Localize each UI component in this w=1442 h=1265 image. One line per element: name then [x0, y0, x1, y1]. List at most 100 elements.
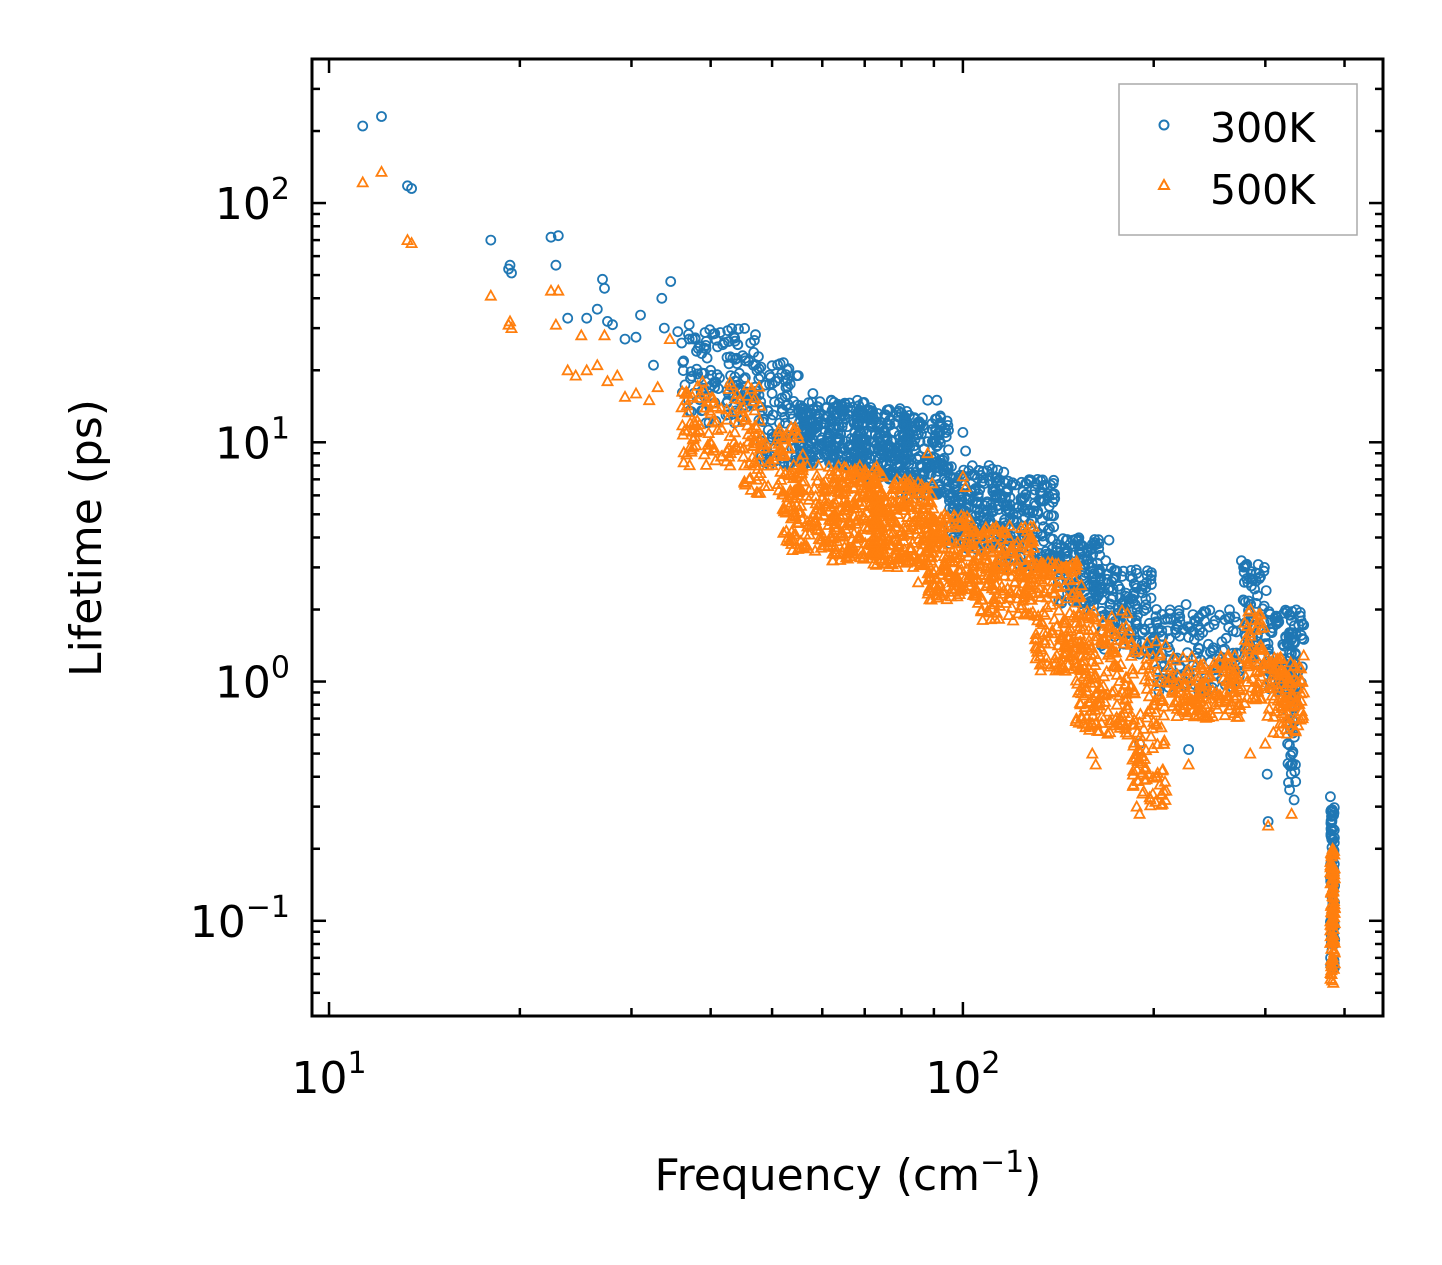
point-300K: [692, 368, 703, 380]
point-500K: [999, 526, 1014, 538]
point-500K: [955, 557, 969, 569]
point-500K: [1258, 736, 1272, 749]
point-500K: [1162, 675, 1176, 688]
point-500K: [811, 458, 825, 471]
point-500K: [1048, 585, 1062, 598]
point-500K: [1183, 671, 1198, 684]
point-500K: [916, 531, 930, 543]
point-500K: [904, 541, 918, 553]
point-500K: [1189, 691, 1203, 704]
point-500K: [744, 483, 758, 495]
point-500K: [753, 413, 767, 426]
point-300K: [917, 467, 929, 479]
point-500K: [885, 526, 899, 539]
point-500K: [1143, 669, 1157, 681]
point-300K: [1062, 551, 1073, 562]
point-300K: [990, 489, 1001, 501]
point-500K: [759, 436, 773, 449]
point-300K: [599, 282, 610, 294]
point-500K: [809, 489, 823, 502]
point-500K: [1131, 642, 1145, 655]
point-500K: [1075, 709, 1089, 722]
point-300K: [782, 374, 793, 386]
y-tick-label: 101: [215, 411, 290, 469]
point-500K: [894, 487, 908, 500]
point-300K: [1116, 599, 1127, 610]
point-500K: [1122, 623, 1136, 636]
point-300K: [1086, 557, 1098, 569]
point-300K: [972, 491, 984, 503]
point-500K: [1028, 632, 1042, 645]
point-500K: [926, 545, 940, 557]
point-500K: [916, 501, 930, 513]
point-300K: [1021, 478, 1032, 490]
point-300K: [997, 497, 1009, 509]
point-300K: [1145, 592, 1157, 604]
point-500K: [1086, 610, 1100, 623]
point-500K: [1057, 568, 1071, 580]
point-500K: [561, 363, 575, 376]
point-500K: [484, 288, 498, 301]
point-300K: [1089, 593, 1100, 605]
point-500K: [1239, 669, 1253, 682]
point-500K: [1260, 650, 1274, 662]
point-300K: [714, 327, 726, 338]
point-500K: [1200, 697, 1214, 710]
point-300K: [635, 309, 646, 321]
point-500K: [1157, 733, 1171, 746]
point-500K: [1101, 704, 1115, 717]
point-500K: [1263, 661, 1277, 674]
point-500K: [1013, 562, 1027, 575]
point-500K: [1034, 663, 1048, 676]
point-500K: [939, 533, 953, 546]
point-300K: [1173, 605, 1185, 616]
point-500K: [1191, 669, 1205, 682]
legend-marker-300k: [1158, 119, 1170, 131]
point-500K: [878, 538, 893, 550]
point-500K: [1155, 692, 1169, 705]
point-500K: [1206, 683, 1220, 696]
point-500K: [886, 495, 900, 507]
point-500K: [1251, 675, 1265, 687]
point-300K: [1283, 609, 1295, 621]
point-500K: [1036, 561, 1050, 574]
point-500K: [1057, 616, 1071, 629]
point-500K: [590, 358, 604, 371]
point-500K: [1088, 612, 1103, 625]
point-500K: [1084, 654, 1098, 667]
point-500K: [890, 534, 904, 546]
point-500K: [1153, 777, 1167, 790]
point-300K: [1284, 652, 1296, 664]
point-300K: [1325, 804, 1337, 816]
point-500K: [1035, 615, 1049, 628]
point-500K: [1261, 709, 1275, 721]
point-500K: [946, 572, 960, 584]
point-500K: [1147, 697, 1161, 710]
point-300K: [922, 394, 934, 406]
point-500K: [1127, 735, 1141, 748]
point-500K: [958, 539, 972, 552]
point-300K: [780, 375, 791, 387]
point-500K: [1045, 556, 1060, 568]
point-500K: [851, 490, 865, 503]
point-500K: [851, 531, 865, 544]
point-500K: [783, 468, 797, 481]
point-500K: [1072, 636, 1086, 648]
point-500K: [776, 485, 790, 497]
point-500K: [810, 502, 824, 515]
point-500K: [1133, 707, 1147, 719]
point-500K: [753, 466, 768, 479]
point-300K: [1289, 766, 1301, 777]
point-500K: [1117, 632, 1131, 645]
point-300K: [940, 427, 952, 439]
point-300K: [903, 458, 915, 470]
point-500K: [1186, 680, 1200, 693]
point-500K: [1127, 645, 1141, 658]
point-500K: [997, 583, 1011, 596]
point-300K: [867, 409, 878, 421]
point-500K: [990, 540, 1005, 552]
point-500K: [949, 510, 963, 523]
point-300K: [1284, 784, 1295, 796]
point-500K: [1177, 688, 1191, 701]
point-500K: [1325, 906, 1339, 919]
